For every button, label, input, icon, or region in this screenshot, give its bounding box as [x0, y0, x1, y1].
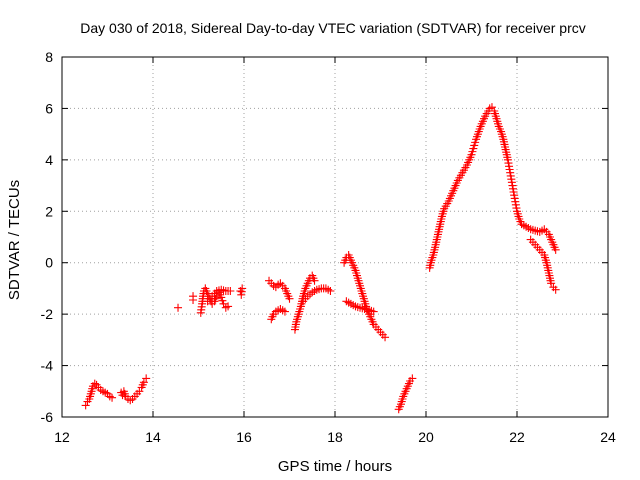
data-point	[285, 294, 294, 303]
data-segment-6	[236, 284, 247, 299]
data-point	[189, 292, 198, 301]
data-segment-9	[290, 271, 319, 334]
data-point	[226, 287, 235, 295]
data-point	[81, 401, 90, 410]
data-segment-5	[203, 285, 235, 306]
x-tick-label: 12	[54, 429, 70, 445]
data-point	[551, 245, 560, 254]
y-tick-label: 2	[45, 203, 53, 219]
y-tick-label: -6	[41, 409, 54, 425]
data-marks	[81, 103, 560, 414]
data-point	[369, 307, 378, 316]
data-point	[326, 287, 335, 295]
chart-title: Day 030 of 2018, Sidereal Day-to-day VTE…	[80, 20, 586, 36]
y-tick-label: 8	[45, 49, 53, 65]
data-point	[408, 374, 417, 383]
x-tick-labels: 12 14 16 18 20 22 24	[54, 429, 616, 445]
data-point	[381, 333, 390, 342]
y-axis-title: SDTVAR / TECUs	[6, 180, 23, 300]
data-segment-8	[265, 276, 294, 303]
y-tick-label: 4	[45, 152, 53, 168]
data-point	[238, 284, 247, 293]
data-segment-1	[117, 374, 151, 405]
data-segment-0	[81, 379, 117, 410]
x-tick-label: 22	[509, 429, 525, 445]
y-tick-label: 6	[45, 100, 53, 116]
data-point	[142, 374, 151, 383]
data-point	[90, 379, 99, 388]
data-segment-13	[394, 374, 417, 414]
data-point	[108, 393, 117, 402]
y-tick-label: -4	[41, 358, 54, 374]
x-axis-title: GPS time / hours	[278, 458, 392, 475]
data-point	[174, 303, 183, 312]
data-point	[224, 302, 233, 311]
data-segment-15	[526, 235, 560, 294]
grid	[62, 57, 608, 417]
x-tick-label: 18	[327, 429, 343, 445]
data-point	[551, 285, 560, 294]
data-segment-7	[267, 305, 289, 324]
data-segment-14	[425, 103, 560, 272]
x-tick-label: 14	[145, 429, 161, 445]
data-segment-2	[174, 303, 183, 312]
axis-ticks	[61, 56, 609, 418]
data-segment-10	[299, 284, 335, 306]
x-tick-label: 24	[600, 429, 616, 445]
y-tick-label: 0	[45, 255, 53, 271]
x-tick-label: 16	[236, 429, 252, 445]
data-point	[280, 307, 289, 316]
data-segment-12	[342, 297, 378, 316]
data-point	[310, 276, 319, 285]
y-tick-labels: -6 -4 -2 0 2 4 6 8	[41, 49, 54, 425]
y-tick-label: -2	[41, 306, 54, 322]
x-tick-label: 20	[418, 429, 434, 445]
data-segment-4	[196, 284, 233, 317]
data-segment-3	[189, 292, 198, 304]
data-segment-11	[340, 251, 390, 342]
